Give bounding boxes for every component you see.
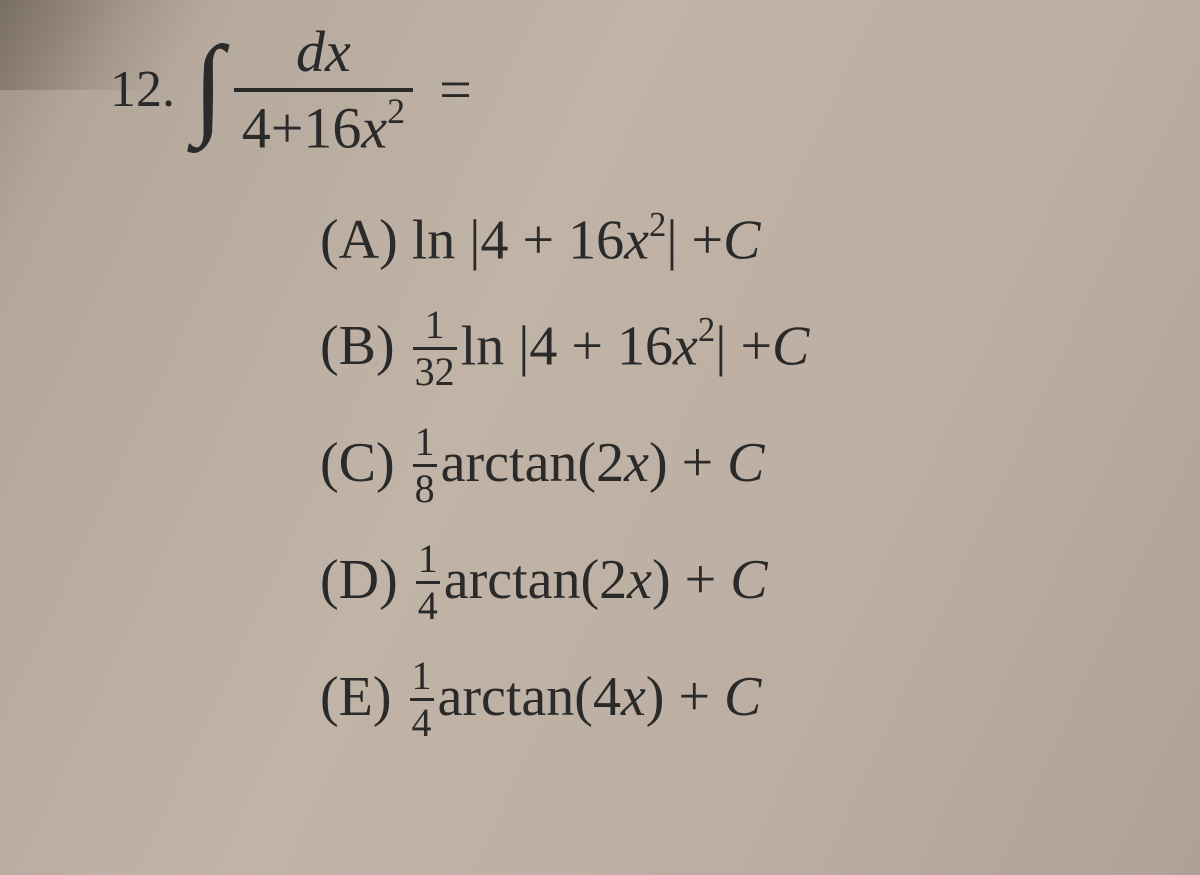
choice-d-label: (D): [320, 548, 398, 612]
choice-d-expr: arctan(2x) + C: [444, 548, 768, 612]
choice-d-suffix: ) +: [652, 549, 730, 611]
choice-e-c: C: [724, 666, 761, 728]
choice-d-frac: 1 4: [416, 539, 440, 626]
choice-b: (B) 1 32 ln |4 + 16x2| +C: [320, 303, 809, 390]
choice-d: (D) 1 4 arctan(2x) + C: [320, 537, 809, 624]
choice-e-x: x: [621, 666, 646, 728]
choice-b-x: x: [673, 315, 698, 377]
den-const: 4+16: [242, 95, 362, 160]
frac-denominator: 4+16x2: [234, 96, 413, 160]
choice-e-suffix: ) +: [646, 666, 724, 728]
choice-c-mid: arctan(2: [441, 432, 624, 494]
choice-b-mid: ln |4 + 16: [461, 315, 673, 377]
den-x: x: [361, 95, 387, 160]
problem-block: 12. ∫ dx 4+16x2 = (A) ln |4 + 16x2| +C (…: [110, 20, 1140, 206]
question-number: 12.: [110, 64, 175, 116]
choice-e-frac-den: 4: [410, 703, 434, 743]
choice-d-mid: arctan(2: [444, 549, 627, 611]
choice-e-mid: arctan(4: [438, 666, 621, 728]
choice-b-frac-num: 1: [423, 305, 447, 345]
choice-b-frac: 1 32: [413, 305, 457, 392]
choice-a-suffix: | +: [666, 210, 723, 272]
choice-a-c: C: [723, 210, 760, 272]
integrand-fraction: dx 4+16x2: [234, 20, 413, 160]
choice-e-frac: 1 4: [410, 656, 434, 743]
choice-d-frac-num: 1: [416, 539, 440, 579]
choice-a-expr: ln |4 + 16x2| +C: [412, 208, 761, 273]
choice-c-expr: arctan(2x) + C: [441, 431, 765, 495]
den-exp: 2: [387, 91, 405, 131]
choice-b-expr: ln |4 + 16x2| +C: [461, 314, 810, 379]
frac-numerator: dx: [288, 20, 359, 84]
choice-b-label: (B): [320, 314, 395, 378]
choices-list: (A) ln |4 + 16x2| +C (B) 1 32 ln |4 + 16…: [320, 208, 809, 771]
choice-b-exp: 2: [698, 310, 715, 349]
choice-c-label: (C): [320, 431, 395, 495]
choice-a-x: x: [624, 210, 649, 272]
choice-d-x: x: [627, 549, 652, 611]
choice-a-prefix: ln |4 + 16: [412, 210, 624, 272]
choice-c-frac-den: 8: [413, 469, 437, 509]
choice-c-frac-num: 1: [413, 422, 437, 462]
choice-e: (E) 1 4 arctan(4x) + C: [320, 654, 809, 741]
choice-c-c: C: [727, 432, 764, 494]
choice-d-frac-den: 4: [416, 586, 440, 626]
integral-sign: ∫: [193, 30, 224, 142]
choice-c: (C) 1 8 arctan(2x) + C: [320, 420, 809, 507]
page: 12. ∫ dx 4+16x2 = (A) ln |4 + 16x2| +C (…: [0, 0, 1200, 875]
choice-c-x: x: [624, 432, 649, 494]
choice-c-frac: 1 8: [413, 422, 437, 509]
choice-a-label: (A): [320, 208, 398, 272]
choice-b-c: C: [772, 315, 809, 377]
choice-b-suffix: | +: [715, 315, 772, 377]
choice-e-frac-num: 1: [410, 656, 434, 696]
choice-b-frac-den: 32: [413, 352, 457, 392]
choice-e-expr: arctan(4x) + C: [438, 665, 762, 729]
choice-d-c: C: [730, 549, 767, 611]
choice-e-label: (E): [320, 665, 392, 729]
equals-sign: =: [439, 61, 472, 119]
choice-c-suffix: ) +: [649, 432, 727, 494]
choice-a-exp: 2: [649, 205, 666, 244]
choice-a: (A) ln |4 + 16x2| +C: [320, 208, 809, 273]
question-line: 12. ∫ dx 4+16x2 =: [110, 20, 1140, 160]
